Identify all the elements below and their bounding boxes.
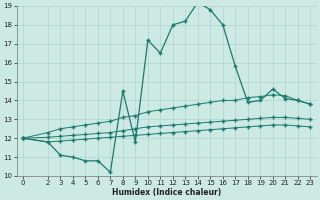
X-axis label: Humidex (Indice chaleur): Humidex (Indice chaleur)	[112, 188, 221, 197]
